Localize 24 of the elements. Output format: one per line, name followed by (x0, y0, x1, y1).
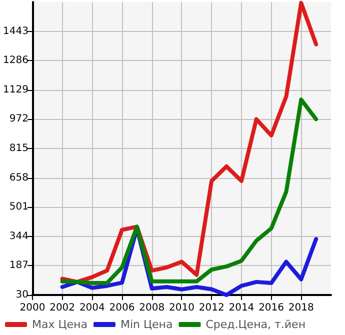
y-tick-label: 1286 (2, 55, 28, 66)
y-tick-label: 815 (9, 143, 28, 154)
x-tick-label: 2008 (139, 302, 165, 314)
x-tick-label: 2006 (109, 302, 135, 314)
y-tick-label: 30 (16, 290, 28, 300)
x-tick-label: 2010 (169, 302, 194, 314)
y-tick-label: 501 (9, 202, 28, 213)
legend-label: Min Цена (120, 318, 173, 331)
legend-label: Сред.Цена, т.йен (206, 318, 306, 331)
y-tick-label: 972 (9, 114, 28, 125)
y-tick-label: 187 (9, 260, 28, 272)
x-tick-label: 2004 (79, 302, 105, 314)
y-tick-label: 1443 (2, 26, 28, 37)
y-tick-label: 658 (9, 172, 28, 184)
x-tick-label: 2012 (198, 302, 224, 314)
x-tick-label: 2016 (258, 302, 284, 314)
x-tick-label: 2018 (288, 302, 314, 314)
legend-label: Max Цена (32, 318, 88, 331)
line-series (60, 98, 318, 286)
y-tick-label: 1129 (2, 84, 28, 96)
x-tick-label: 2002 (50, 302, 76, 314)
y-tick-label: 344 (9, 230, 28, 242)
x-tick-label: 2000 (20, 302, 46, 314)
x-tick-label: 2014 (228, 302, 254, 314)
